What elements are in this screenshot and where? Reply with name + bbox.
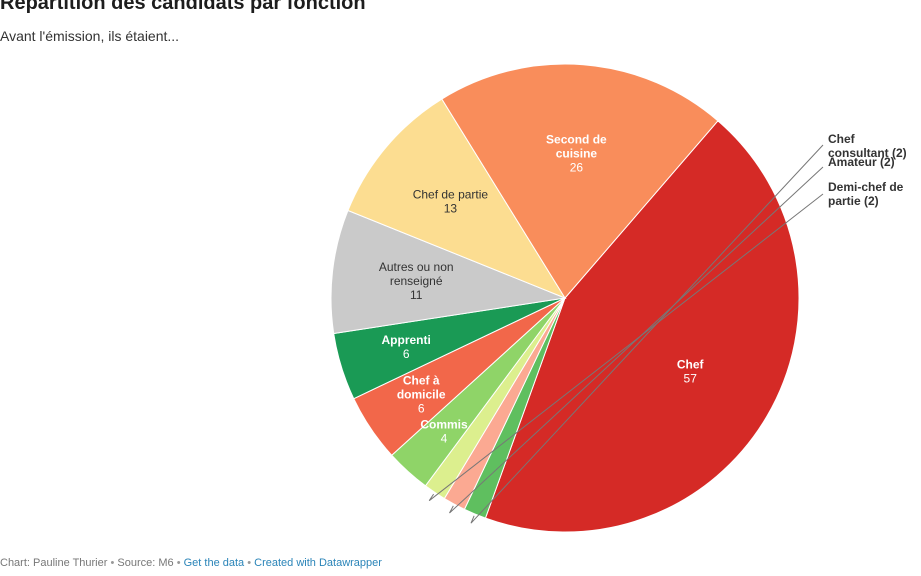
slice-label-name: Chef [677, 357, 705, 371]
slice-label-value: 11 [410, 288, 423, 302]
footer-separator: • [176, 557, 184, 569]
leader-line [428, 193, 824, 502]
outside-slice-label: partie (2) [828, 194, 879, 208]
pie-slice[interactable] [441, 63, 719, 299]
slice-label-value: 4 [441, 432, 448, 446]
slice-label-name: domicile [397, 388, 446, 402]
datawrapper-link[interactable]: Created with Datawrapper [254, 557, 382, 569]
footer-separator: • [110, 557, 118, 569]
chart-title: Répartition des candidats par fonction [0, 0, 366, 14]
outside-slice-label: Demi-chef de [828, 180, 904, 194]
source-credit: Source: M6 [117, 557, 174, 569]
slice-label-name: Chef à [403, 374, 440, 388]
chart-subtitle: Avant l'émission, ils étaient... [0, 28, 180, 44]
outside-slice-label: Chef [828, 132, 856, 146]
slice-label-name: Autres ou non [379, 260, 454, 274]
slice-label-name: Chef de partie [413, 188, 489, 202]
outside-slice-label: consultant (2) [828, 146, 907, 160]
leader-line [449, 166, 824, 514]
pie-slice[interactable] [347, 98, 567, 300]
slice-label-name: Commis [420, 418, 468, 432]
slice-label-name: Second de [546, 132, 607, 146]
slice-label-name: renseigné [390, 274, 443, 288]
leader-line [470, 144, 824, 524]
slice-label-value: 26 [570, 160, 584, 174]
chart-footer: Chart: Pauline Thurier • Source: M6 • Ge… [0, 557, 382, 569]
get-data-link[interactable]: Get the data [183, 557, 245, 569]
outside-slice-label: Amateur (2) [828, 155, 895, 169]
slice-label-name: cuisine [556, 146, 598, 160]
slice-label-name: Apprenti [382, 333, 431, 347]
slice-label-value: 13 [444, 202, 458, 216]
slice-label-value: 57 [684, 371, 698, 385]
slice-label-value: 6 [418, 402, 425, 416]
author-credit: Chart: Pauline Thurier [0, 557, 108, 569]
pie-slice[interactable] [330, 209, 567, 335]
footer-separator: • [247, 557, 255, 569]
pie-slice[interactable] [484, 120, 800, 533]
slice-label-value: 6 [403, 347, 410, 361]
